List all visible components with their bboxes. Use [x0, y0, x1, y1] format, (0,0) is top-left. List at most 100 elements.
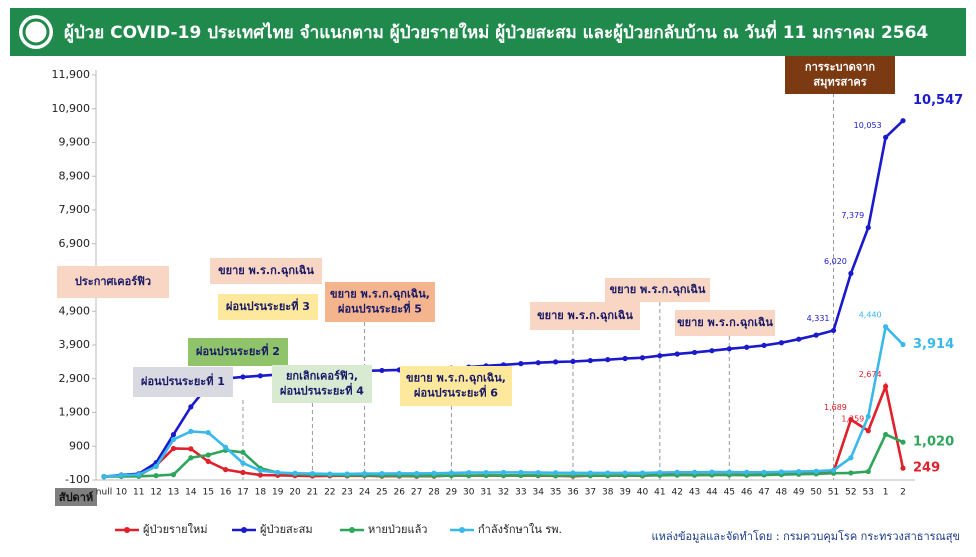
x-tick-label: 16	[220, 488, 232, 498]
point	[778, 469, 785, 475]
x-tick-label: 19	[272, 488, 284, 498]
x-tick-label: 40	[637, 488, 649, 498]
legend-marker	[349, 527, 355, 533]
point	[657, 469, 663, 476]
point	[292, 470, 298, 476]
point	[726, 469, 732, 475]
annotation-box	[57, 266, 169, 298]
x-tick-label: 2	[900, 488, 906, 498]
y-tick-label: 8,900	[59, 169, 91, 182]
chart-title: ผู้ป่วย COVID-19 ประเทศไทย จำแนกตาม ผู้ป…	[64, 20, 928, 44]
y-tick-label: 10,900	[52, 102, 91, 115]
legend-marker	[241, 527, 247, 533]
annotation: ผ่อนปรนระยะที่ 1	[141, 373, 225, 388]
point	[848, 470, 854, 476]
point	[153, 463, 159, 470]
point	[570, 470, 576, 476]
point	[900, 341, 906, 348]
annotation-box	[272, 365, 372, 403]
x-tick-label: 50	[810, 488, 822, 498]
y-tick-label: 4,900	[59, 304, 91, 317]
annotation: ขยาย พ.ร.ก.ฉุกเฉิน,	[406, 372, 506, 386]
point	[257, 467, 263, 474]
x-tick-label: 21	[307, 488, 318, 498]
x-tick-label: 26	[394, 488, 406, 498]
point	[518, 469, 524, 476]
y-tick-label: 6,900	[59, 237, 91, 250]
y-tick-label: 7,900	[59, 203, 91, 216]
x-tick-label: 47	[758, 488, 769, 498]
x-tick-label: 38	[602, 488, 614, 498]
x-tick-label: 48	[776, 488, 788, 498]
annotation-box	[400, 366, 512, 406]
point	[691, 349, 698, 356]
point	[240, 449, 246, 455]
point	[848, 417, 854, 423]
data-label: 249	[913, 461, 940, 476]
y-tick-label: 2,900	[59, 372, 91, 385]
point	[309, 470, 316, 477]
x-tick-label: 35	[550, 488, 561, 498]
point	[848, 455, 854, 461]
point	[170, 436, 177, 443]
point	[796, 336, 802, 342]
annotation: ประกาศเคอร์ฟิว	[75, 275, 151, 288]
annotation-box	[530, 302, 640, 330]
point	[327, 471, 333, 477]
annotation-box	[210, 258, 322, 284]
x-tick-label: 32	[498, 488, 509, 498]
x-tick-label: 34	[533, 488, 545, 498]
data-label: 4,440	[859, 310, 882, 319]
point	[900, 465, 906, 471]
data-label: 1,359	[841, 414, 864, 423]
point	[153, 473, 159, 479]
point	[553, 359, 559, 365]
point	[205, 452, 211, 458]
point	[257, 373, 263, 379]
point	[570, 358, 576, 365]
y-tick-label: 11,900	[52, 68, 91, 81]
x-axis-label: สัปดาห์	[59, 491, 93, 504]
point	[813, 468, 819, 474]
x-tick-label: 25	[376, 488, 387, 498]
point	[240, 469, 246, 476]
annotation-box	[133, 367, 233, 397]
logo-ring	[22, 18, 50, 46]
point	[900, 439, 906, 445]
point	[275, 469, 281, 476]
data-label: 10,053	[854, 121, 882, 130]
x-tick-label: 44	[706, 488, 718, 498]
point	[136, 472, 142, 478]
legend-label: ผู้ป่วยรายใหม่	[143, 523, 207, 536]
x-tick-label: 17	[237, 488, 248, 498]
point	[188, 404, 194, 410]
x-tick-label: 39	[619, 488, 631, 498]
point	[240, 374, 246, 380]
y-tick-label: 1,900	[59, 406, 91, 419]
x-label-box	[55, 488, 97, 506]
point	[830, 467, 837, 473]
annotation-box	[785, 56, 895, 94]
y-tick-label: 900	[69, 439, 90, 452]
point	[188, 446, 194, 452]
point	[813, 332, 819, 338]
point	[240, 460, 246, 466]
data-label: 10,547	[913, 93, 963, 108]
x-tick-label: 24	[359, 488, 371, 498]
x-tick-label: 29	[446, 488, 458, 498]
x-tick-label: 20	[289, 488, 301, 498]
point	[605, 470, 611, 476]
data-label: 1,689	[824, 403, 847, 412]
annotation: สมุทรสาคร	[813, 76, 866, 90]
x-tick-label: 46	[741, 488, 753, 498]
point	[883, 324, 889, 330]
annotation-box	[605, 278, 710, 302]
x-tick-label: 14	[185, 488, 197, 498]
x-tick-label: 27	[411, 488, 422, 498]
source: แหล่งข้อมูลและจัดทำโดย : กรมควบคุมโรค กร…	[652, 529, 960, 543]
point	[639, 355, 646, 361]
x-tick-label: 37	[585, 488, 596, 498]
x-tick-label: 42	[671, 488, 682, 498]
x-tick-label: 43	[689, 488, 700, 498]
